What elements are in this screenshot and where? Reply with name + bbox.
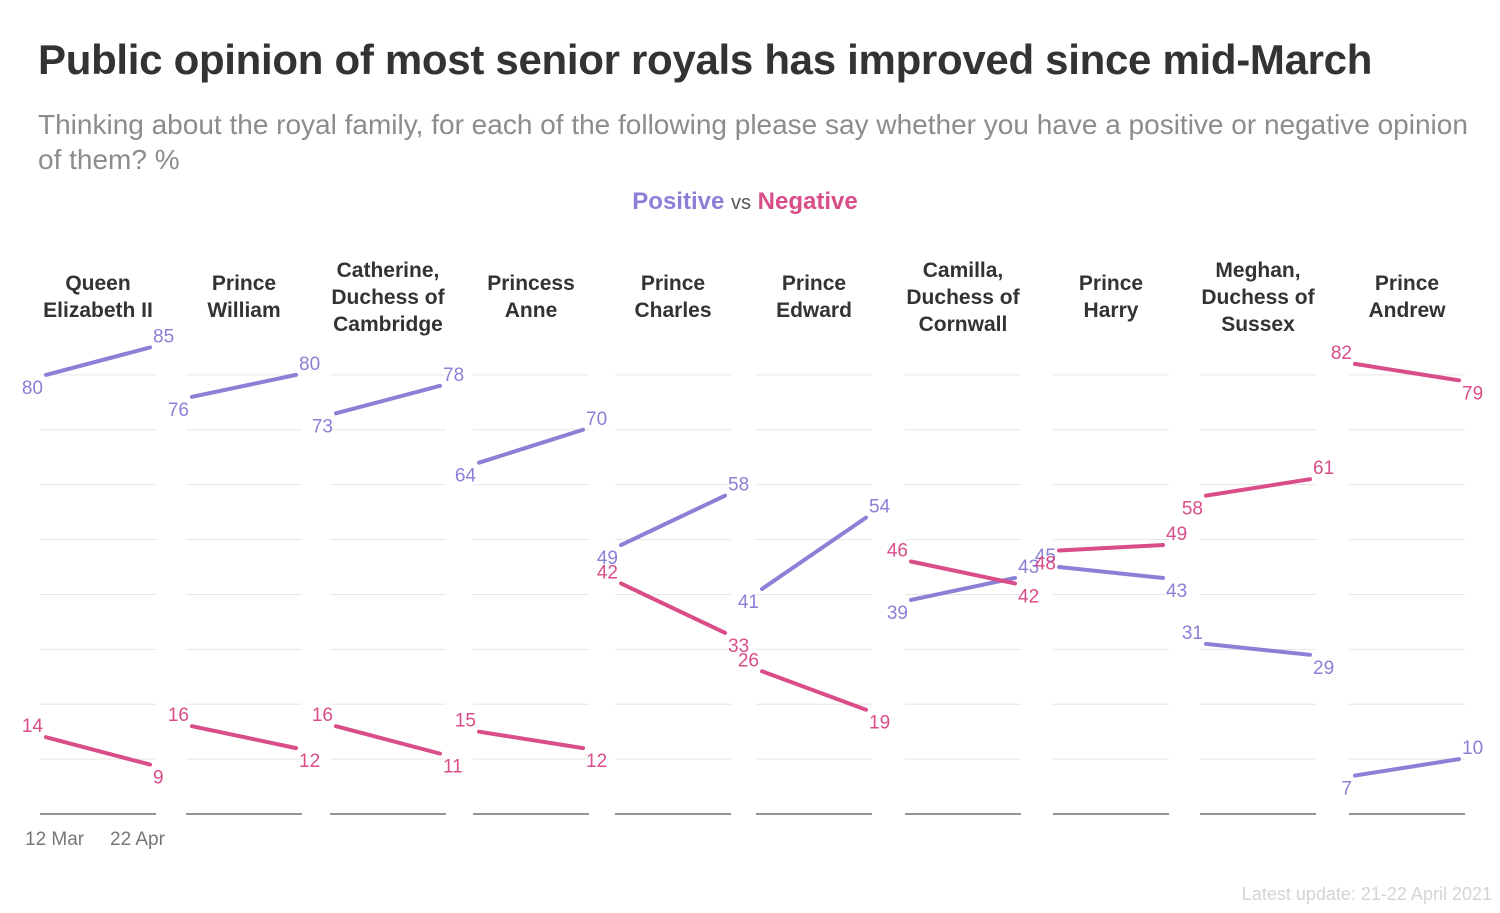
negative-series-line — [44, 735, 152, 767]
negative-end-label: 19 — [869, 713, 890, 734]
panel-title: Prince William — [207, 272, 281, 322]
negative-start-label: 48 — [1035, 554, 1056, 575]
positive-series-line — [619, 493, 727, 548]
positive-series-line — [190, 372, 298, 399]
positive-start-label: 73 — [312, 416, 333, 437]
legend-vs: vs — [731, 192, 751, 214]
negative-end-label: 42 — [1018, 586, 1039, 607]
positive-series-line — [334, 383, 442, 416]
legend-positive: Positive — [632, 188, 725, 215]
x-tick-start: 12 Mar — [25, 829, 85, 850]
positive-series-line — [44, 345, 152, 377]
positive-end-label: 70 — [586, 409, 607, 430]
positive-end-label: 43 — [1166, 581, 1187, 602]
positive-start-label: 31 — [1182, 623, 1203, 644]
negative-end-label: 11 — [443, 757, 463, 778]
panel-title: Prince Harry — [1078, 272, 1144, 322]
negative-start-label: 82 — [1331, 343, 1352, 364]
panel-title: Catherine, Duchess of Cambridge — [331, 258, 445, 336]
positive-start-label: 76 — [168, 400, 189, 421]
panel-title: Prince Andrew — [1368, 272, 1446, 322]
positive-series-line — [477, 427, 585, 465]
negative-series-line — [1204, 477, 1312, 498]
positive-series-line — [760, 515, 868, 591]
negative-series-line — [909, 559, 1017, 586]
update-note: Latest update: 21-22 April 2021 — [1241, 884, 1492, 904]
negative-start-label: 15 — [455, 711, 476, 732]
negative-series-line — [619, 581, 727, 635]
positive-series-line — [1204, 641, 1312, 657]
negative-start-label: 14 — [22, 716, 44, 737]
positive-start-label: 39 — [887, 603, 908, 624]
negative-end-label: 9 — [153, 768, 164, 789]
panel-title: Prince Charles — [634, 272, 712, 322]
panel-title: Queen Elizabeth II — [43, 272, 153, 322]
positive-end-label: 54 — [869, 497, 891, 518]
panel-title: Prince Edward — [776, 272, 852, 322]
negative-series-line — [760, 669, 868, 712]
positive-end-label: 43 — [1018, 557, 1039, 578]
positive-end-label: 29 — [1313, 658, 1334, 679]
negative-start-label: 26 — [738, 650, 759, 671]
negative-end-label: 33 — [728, 636, 749, 657]
positive-start-label: 64 — [455, 466, 477, 487]
positive-start-label: 80 — [22, 378, 43, 399]
positive-series-line — [1057, 565, 1165, 580]
negative-end-label: 79 — [1462, 383, 1483, 404]
panel-title: Meghan, Duchess of Sussex — [1201, 258, 1315, 336]
positive-end-label: 10 — [1462, 738, 1483, 759]
negative-end-label: 49 — [1166, 524, 1187, 545]
positive-series-line — [1353, 757, 1461, 778]
positive-end-label: 85 — [153, 326, 174, 347]
legend: Positive vs Negative — [0, 188, 1490, 216]
positive-end-label: 78 — [443, 365, 464, 386]
negative-start-label: 16 — [168, 705, 189, 726]
negative-start-label: 16 — [312, 705, 333, 726]
negative-series-line — [1353, 361, 1461, 383]
negative-series-line — [1057, 543, 1165, 553]
positive-start-label: 45 — [1035, 546, 1056, 567]
chart-subtitle: Thinking about the royal family, for eac… — [38, 109, 1468, 175]
positive-start-label: 7 — [1341, 779, 1352, 800]
panel-title: Princess Anne — [487, 272, 575, 322]
panel-title: Camilla, Duchess of Cornwall — [906, 258, 1020, 336]
positive-end-label: 58 — [728, 475, 749, 496]
negative-end-label: 12 — [299, 751, 320, 772]
negative-series-line — [477, 729, 585, 751]
positive-start-label: 49 — [597, 548, 618, 569]
x-tick-end: 22 Apr — [110, 829, 165, 850]
negative-start-label: 46 — [887, 541, 908, 562]
negative-start-label: 42 — [597, 562, 618, 583]
chart-title: Public opinion of most senior royals has… — [38, 36, 1373, 83]
legend-negative: Negative — [757, 188, 858, 215]
negative-end-label: 12 — [586, 751, 607, 772]
negative-series-line — [334, 724, 442, 756]
positive-end-label: 80 — [299, 354, 320, 375]
negative-end-label: 61 — [1313, 458, 1334, 479]
positive-start-label: 41 — [738, 592, 759, 613]
negative-start-label: 58 — [1182, 499, 1203, 520]
negative-series-line — [190, 724, 298, 751]
